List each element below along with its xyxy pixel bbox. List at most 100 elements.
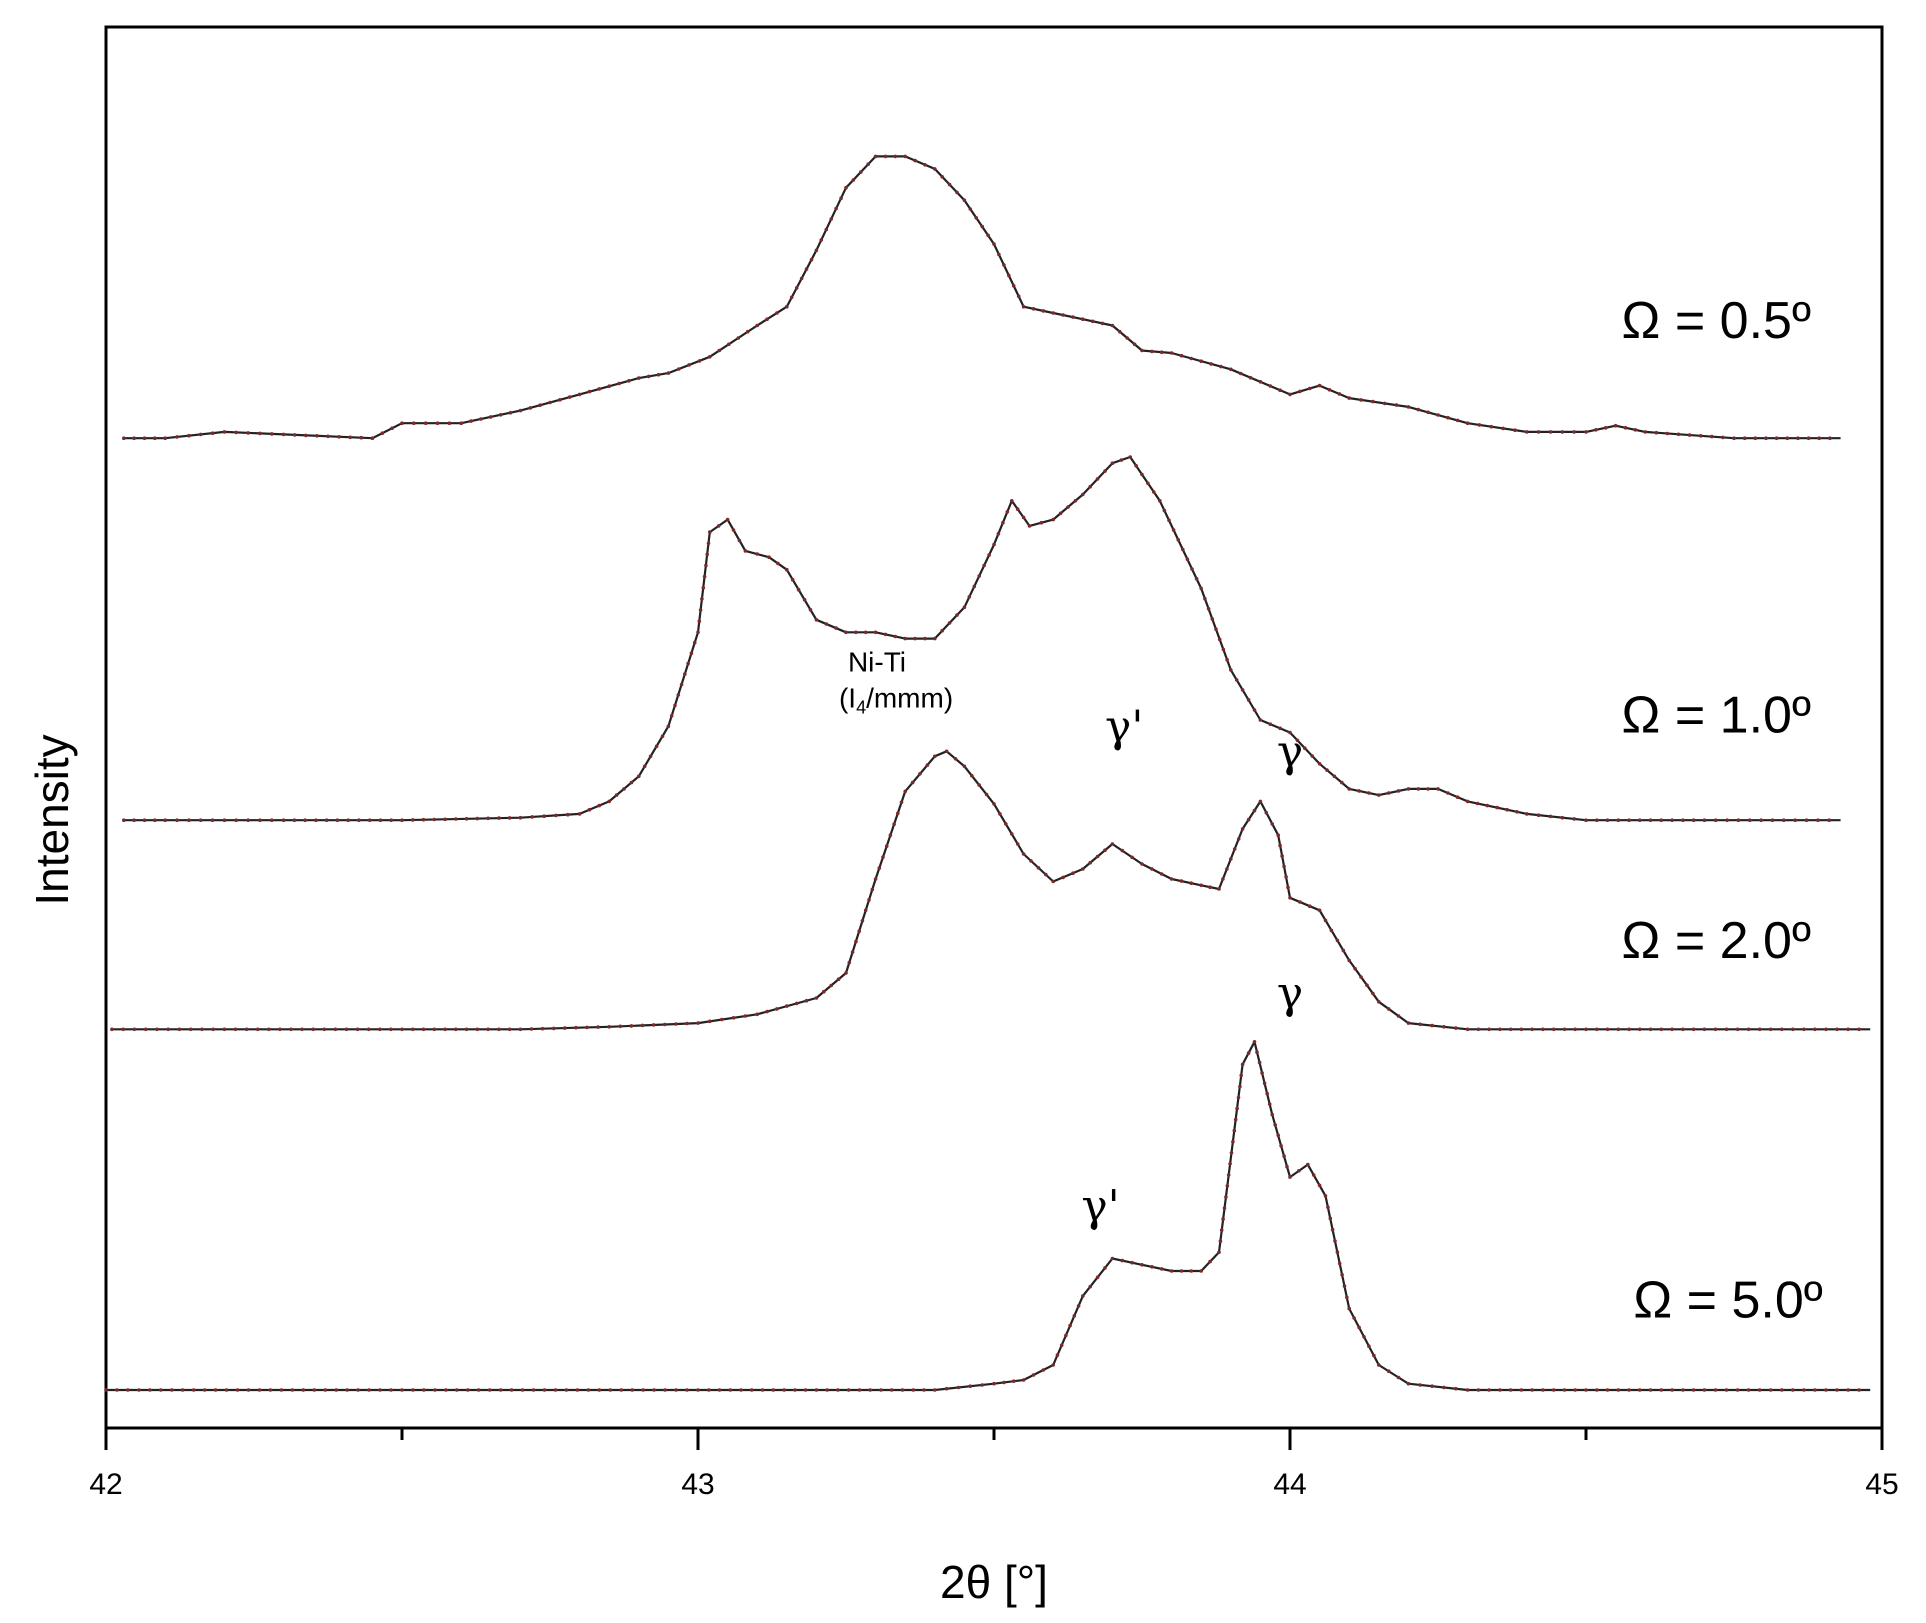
data-point: [1357, 789, 1361, 793]
data-point: [1005, 510, 1010, 514]
data-point: [400, 421, 404, 426]
data-point: [422, 1388, 426, 1392]
data-point: [1298, 389, 1302, 394]
data-point: [508, 410, 513, 415]
data-point: [258, 818, 262, 822]
data-point: [1426, 787, 1430, 791]
data-point: [1029, 859, 1033, 863]
data-point: [1002, 1380, 1006, 1385]
data-point: [1603, 426, 1608, 430]
peak-annotations: Ni-Ti (I4/mmm) γ' γ γ γ': [839, 646, 1303, 1231]
data-point: [1061, 875, 1065, 880]
data-point: [704, 563, 708, 568]
data-point: [1179, 879, 1184, 883]
data-point: [1265, 1091, 1269, 1096]
data-point: [454, 1027, 458, 1032]
data-point: [955, 190, 959, 195]
data-point: [706, 541, 711, 546]
data-point: [1229, 367, 1233, 372]
data-point: [126, 1388, 130, 1392]
data-point: [1487, 1027, 1491, 1032]
data-point: [992, 802, 996, 806]
data-point: [893, 634, 898, 639]
data-point: [646, 374, 651, 379]
data-point: [911, 1388, 916, 1392]
data-point: [1203, 596, 1207, 601]
data-point: [551, 1026, 556, 1031]
data-point: [1426, 410, 1430, 415]
data-point: [834, 626, 838, 630]
data-point: [708, 1019, 712, 1024]
data-point: [1189, 356, 1194, 361]
data-point: [1489, 424, 1494, 429]
data-point: [846, 1388, 851, 1392]
data-point: [1487, 1388, 1491, 1392]
data-point: [1199, 359, 1203, 364]
data-point: [267, 1027, 271, 1032]
data-point: [1219, 1228, 1224, 1232]
data-point: [389, 818, 394, 822]
data-point: [1176, 538, 1180, 542]
data-point: [1638, 1388, 1642, 1392]
data-point: [900, 1388, 905, 1392]
data-point: [767, 555, 771, 559]
data-point: [1406, 787, 1411, 791]
data-point: [687, 363, 691, 367]
data-point: [300, 1027, 304, 1032]
data-point: [432, 817, 437, 822]
data-point: [1088, 1284, 1092, 1289]
data-point: [947, 182, 952, 187]
data-point: [873, 154, 878, 159]
data-point: [1329, 928, 1334, 933]
data-point: [1623, 426, 1628, 430]
data-point: [883, 632, 888, 637]
data-point: [1515, 810, 1519, 814]
data-point: [1828, 436, 1832, 441]
data-point: [1010, 832, 1014, 836]
data-point: [913, 636, 917, 641]
data-point: [257, 1388, 262, 1392]
data-point: [677, 367, 681, 371]
data-point: [1372, 1353, 1376, 1358]
data-point: [1476, 1388, 1481, 1392]
data-point: [836, 977, 841, 981]
data-point: [743, 549, 748, 553]
data-point: [558, 398, 562, 402]
data-point: [191, 1388, 196, 1392]
data-point: [1051, 1363, 1055, 1367]
data-point: [1687, 433, 1692, 437]
data-point: [666, 724, 671, 728]
data-point: [1436, 413, 1440, 417]
data-point: [1036, 866, 1041, 870]
data-point: [122, 436, 126, 441]
data-point: [132, 818, 136, 822]
data-point: [1273, 1123, 1277, 1127]
data-point: [281, 432, 286, 437]
data-point: [1827, 818, 1831, 822]
plot-frame: [104, 25, 1884, 1430]
data-point: [1185, 557, 1190, 562]
data-point: [893, 154, 898, 159]
data-point: [564, 1388, 569, 1392]
data-point: [708, 530, 712, 534]
data-point: [1303, 746, 1307, 750]
data-point: [1548, 814, 1553, 819]
data-point: [998, 812, 1002, 816]
data-point: [614, 793, 619, 797]
data-point: [719, 1017, 724, 1022]
data-point: [1536, 430, 1541, 434]
data-point: [222, 1027, 227, 1032]
data-point: [1159, 350, 1164, 355]
data-point: [348, 435, 353, 440]
data-point: [1284, 875, 1288, 879]
data-point: [1286, 885, 1290, 890]
data-point: [244, 1027, 249, 1032]
data-point: [1654, 430, 1659, 435]
data-point: [1665, 431, 1670, 436]
data-point: [686, 661, 690, 666]
data-point: [1246, 698, 1251, 702]
data-point: [1584, 1388, 1588, 1392]
data-point: [850, 950, 855, 954]
data-point: [1746, 1388, 1751, 1392]
data-point: [627, 379, 631, 383]
